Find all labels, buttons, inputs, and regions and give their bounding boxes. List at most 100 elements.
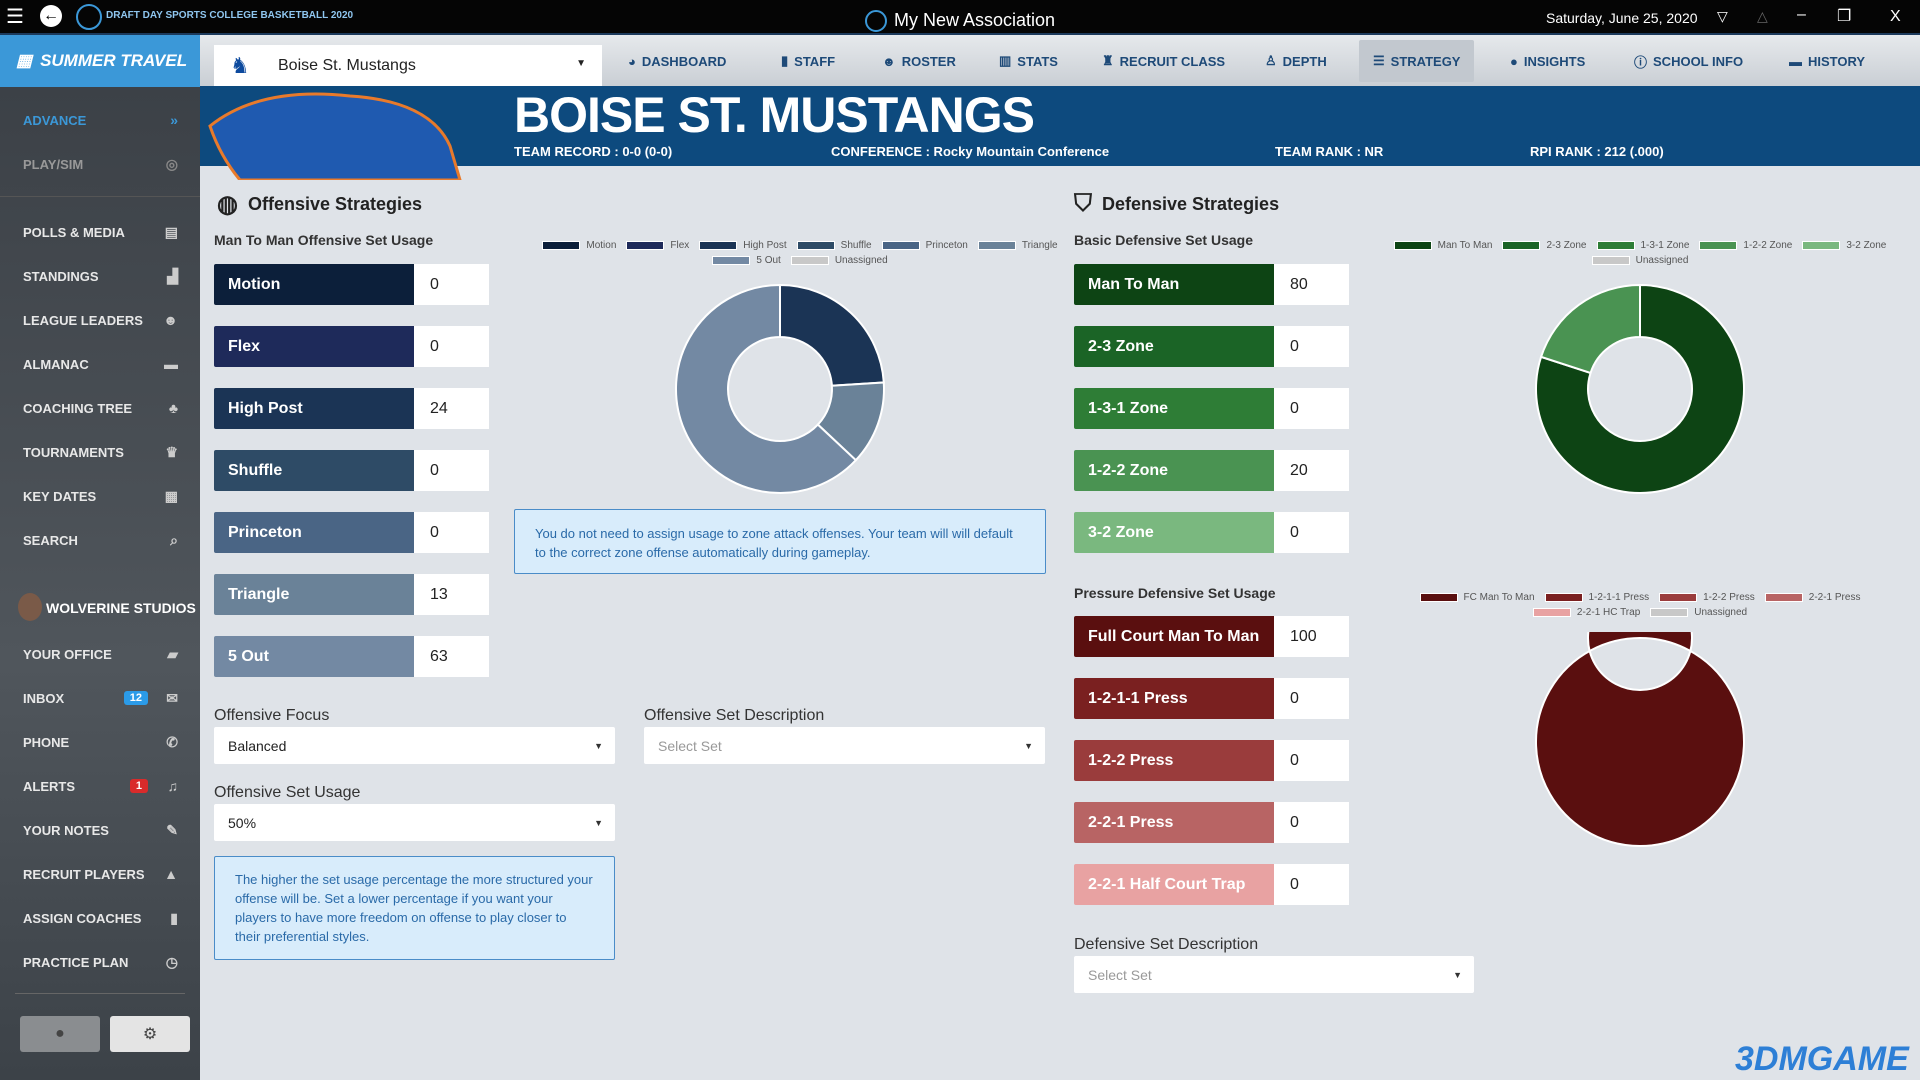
app-logo: DRAFT DAY SPORTS COLLEGE BASKETBALL 2020 <box>106 10 354 21</box>
set-usage-row: 2-2-1 Half Court Trap 0 <box>1074 864 1349 905</box>
tab-school-info[interactable]: ⓘ SCHOOL INFO <box>1634 35 1743 87</box>
tab-depth[interactable]: ♙ DEPTH <box>1265 35 1327 87</box>
legend-item: 1-2-2 Press <box>1659 592 1755 603</box>
legend-item: Unassigned <box>1650 607 1747 618</box>
sidebar-item-tournaments[interactable]: TOURNAMENTS ♛ <box>23 442 178 462</box>
set-usage-input[interactable]: 0 <box>1274 678 1349 719</box>
tab-recruit-class[interactable]: ♜ RECRUIT CLASS <box>1102 35 1225 87</box>
sidebar-item-your-notes[interactable]: YOUR NOTES ✎ <box>23 820 178 840</box>
association-icon <box>865 10 887 32</box>
set-usage-row: Princeton 0 <box>214 512 489 553</box>
divider <box>0 196 200 197</box>
sidebar-item-search[interactable]: SEARCH ⌕ <box>23 530 178 550</box>
set-usage-input[interactable]: 100 <box>1274 616 1349 657</box>
offensive-set-usage-select[interactable]: 50% ▼ <box>214 804 615 841</box>
legend-item: 2-3 Zone <box>1502 240 1587 251</box>
offensive-set-description-select[interactable]: Select Set ▼ <box>644 727 1045 764</box>
page-title: BOISE ST. MUSTANGS <box>514 87 1035 143</box>
calendar-icon: ▦ <box>16 51 33 70</box>
sidebar-item-almanac[interactable]: ALMANAC ▬ <box>23 354 178 374</box>
tab-strategy[interactable]: ☰ STRATEGY <box>1359 40 1475 82</box>
tab-stats[interactable]: ▥ STATS <box>999 35 1058 87</box>
set-usage-input[interactable]: 80 <box>1274 264 1349 305</box>
legend-label: 5 Out <box>756 255 781 266</box>
restore-button[interactable]: ❐ <box>1837 8 1852 25</box>
tab-label: DASHBOARD <box>641 53 727 69</box>
set-usage-input[interactable]: 13 <box>414 574 489 615</box>
set-usage-input[interactable]: 0 <box>1274 326 1349 367</box>
sidebar-advance[interactable]: ADVANCE » <box>23 110 178 130</box>
sidebar-item-polls-media[interactable]: POLLS & MEDIA ▤ <box>23 222 178 242</box>
set-name: 2-2-1 Press <box>1074 802 1274 843</box>
sidebar-item-label: SEARCH <box>23 532 78 548</box>
legend-swatch <box>1591 256 1630 265</box>
tab-insights[interactable]: ● INSIGHTS <box>1510 35 1585 87</box>
sidebar-item-key-dates[interactable]: KEY DATES ▦ <box>23 486 178 506</box>
tab-dashboard[interactable]: ◕ DASHBOARD <box>628 35 726 87</box>
tab-roster[interactable]: ☻ ROSTER <box>882 35 956 87</box>
sidebar-item-league-leaders[interactable]: LEAGUE LEADERS ☻ <box>23 310 178 330</box>
tab-label: DEPTH <box>1282 53 1327 69</box>
set-usage-input[interactable]: 0 <box>414 512 489 553</box>
sidebar-item-label: ASSIGN COACHES <box>23 910 142 926</box>
sidebar-item-alerts[interactable]: ALERTS 1 ♫ <box>23 776 178 796</box>
legend-swatch <box>1659 593 1698 602</box>
basic-defense-donut-chart <box>1535 283 1745 494</box>
sidebar-item-standings[interactable]: STANDINGS ▟ <box>23 266 178 286</box>
graduate-icon: ♜ <box>1102 53 1114 68</box>
team-select[interactable]: ♞ Boise St. Mustangs ▼ <box>214 45 602 86</box>
set-usage-input[interactable]: 0 <box>1274 512 1349 553</box>
set-usage-input[interactable]: 20 <box>1274 450 1349 491</box>
dropdown-icon[interactable]: ▽ <box>1717 8 1728 24</box>
tab-history[interactable]: ▬ HISTORY <box>1789 35 1865 87</box>
sidebar-item-your-office[interactable]: YOUR OFFICE ▰ <box>23 644 178 664</box>
sidebar-item-phone[interactable]: PHONE ✆ <box>23 732 178 752</box>
sidebar-item-inbox[interactable]: INBOX 12 ✉ <box>23 688 178 708</box>
legend-label: Unassigned <box>1635 255 1689 266</box>
set-usage-input[interactable]: 0 <box>414 450 489 491</box>
sidebar-item-recruit-players[interactable]: RECRUIT PLAYERS ▲ <box>23 864 178 884</box>
set-name: 1-2-1-1 Press <box>1074 678 1274 719</box>
legend-label: Triangle <box>1021 240 1058 251</box>
set-usage-row: Motion 0 <box>214 264 489 305</box>
tab-staff[interactable]: ▮ STAFF <box>781 35 835 87</box>
sidebar-item-practice-plan[interactable]: PRACTICE PLAN ◷ <box>23 952 178 972</box>
legend-label: 1-2-2 Press <box>1703 592 1755 603</box>
set-usage-input[interactable]: 0 <box>414 264 489 305</box>
chart-icon: ▥ <box>999 53 1012 68</box>
offensive-focus-select[interactable]: Balanced ▼ <box>214 727 615 764</box>
user-settings-button[interactable]: ⚙ <box>110 1016 190 1052</box>
count-badge: 1 <box>129 779 148 793</box>
sidebar-item-assign-coaches[interactable]: ASSIGN COACHES ▮ <box>23 908 178 928</box>
sidebar-play-sim[interactable]: PLAY/SIM ◎ <box>23 154 178 174</box>
set-usage-row: 5 Out 63 <box>214 636 489 677</box>
legend-swatch <box>1502 241 1541 250</box>
set-usage-input[interactable]: 0 <box>414 326 489 367</box>
play-sim-label: PLAY/SIM <box>23 156 84 172</box>
sidebar-item-label: INBOX <box>23 690 65 706</box>
menu-icon[interactable]: ☰ <box>6 6 24 28</box>
set-name: 1-2-2 Zone <box>1074 450 1274 491</box>
minimize-button[interactable]: – <box>1797 6 1806 23</box>
set-usage-input[interactable]: 0 <box>1274 740 1349 781</box>
set-usage-row: 3-2 Zone 0 <box>1074 512 1349 553</box>
legend-swatch <box>1596 241 1635 250</box>
close-button[interactable]: X <box>1890 8 1901 25</box>
set-usage-input[interactable]: 63 <box>414 636 489 677</box>
profile-button[interactable]: ● <box>20 1016 100 1052</box>
set-usage-input[interactable]: 0 <box>1274 802 1349 843</box>
set-usage-input[interactable]: 0 <box>1274 864 1349 905</box>
offensive-set-usage-label: Offensive Set Usage <box>214 784 361 801</box>
collapse-icon[interactable]: △ <box>1757 8 1768 24</box>
set-usage-input[interactable]: 0 <box>1274 388 1349 429</box>
offensive-set-placeholder: Select Set <box>658 737 722 754</box>
legend-swatch <box>699 241 738 250</box>
phone-icon: ✆ <box>166 733 178 750</box>
legend-label: Shuffle <box>840 240 872 251</box>
back-icon[interactable]: ← <box>40 5 62 27</box>
sidebar-item-coaching-tree[interactable]: COACHING TREE ♣ <box>23 398 178 418</box>
set-usage-input[interactable]: 24 <box>414 388 489 429</box>
set-usage-row: Flex 0 <box>214 326 489 367</box>
user-icon: ● <box>55 1025 65 1042</box>
defensive-set-description-select[interactable]: Select Set ▼ <box>1074 956 1474 993</box>
